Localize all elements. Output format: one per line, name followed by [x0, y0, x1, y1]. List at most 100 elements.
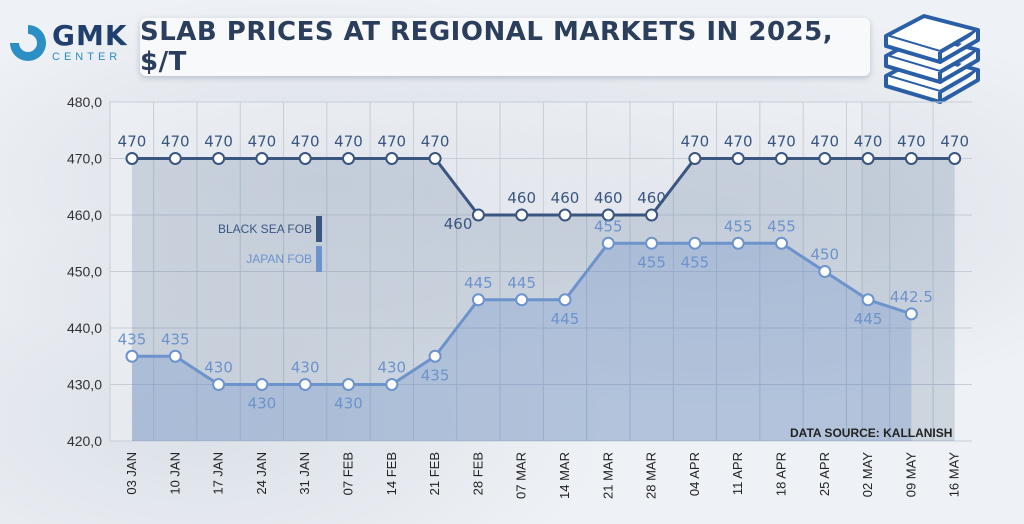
data-label: 430: [334, 395, 363, 413]
data-point: [558, 208, 572, 222]
data-label: 445: [854, 310, 883, 328]
data-label: 470: [334, 133, 363, 151]
x-tick-label: 10 JAN: [167, 452, 182, 495]
data-label: 460: [637, 189, 666, 207]
legend-label-black-sea: BLACK SEA FOB: [218, 222, 313, 236]
data-point: [645, 236, 659, 250]
data-point: [471, 293, 485, 307]
data-point: [558, 293, 572, 307]
data-point: [125, 152, 139, 165]
x-tick-label: 09 MAY: [903, 452, 918, 498]
data-point: [861, 152, 875, 165]
x-tick-label: 07 FEB: [341, 452, 356, 495]
y-tick-label: 440,0: [67, 320, 102, 336]
data-point: [818, 265, 832, 278]
data-label: 470: [854, 133, 883, 151]
x-tick-label: 17 JAN: [211, 452, 226, 495]
data-label: 470: [161, 133, 190, 151]
legend-item-japan: JAPAN FOB: [218, 246, 323, 272]
data-label: 470: [810, 133, 839, 151]
data-point: [904, 152, 918, 165]
x-tick-label: 28 FEB: [470, 452, 485, 495]
data-label: 470: [940, 133, 969, 151]
data-point: [861, 293, 875, 307]
data-point: [428, 152, 442, 165]
data-label: 442.5: [890, 288, 933, 306]
series-area-japan: [132, 243, 912, 441]
legend-label-japan: JAPAN FOB: [246, 252, 313, 266]
data-point: [471, 208, 485, 222]
data-label: 470: [421, 133, 450, 151]
data-label: 430: [291, 359, 320, 377]
x-tick-label: 14 MAR: [557, 452, 572, 499]
data-point: [775, 236, 788, 250]
data-point: [125, 349, 139, 363]
x-tick-label: 31 JAN: [297, 452, 312, 495]
legend: BLACK SEA FOB JAPAN FOB: [218, 216, 323, 272]
x-tick-label: 24 JAN: [254, 452, 269, 495]
legend-swatch-japan: [316, 246, 323, 272]
x-tick-label: 25 APR: [817, 452, 832, 496]
data-point: [688, 152, 702, 165]
data-label: 435: [421, 366, 450, 384]
data-point: [298, 378, 312, 391]
chart-title: SLAB PRICES AT REGIONAL MARKETS IN 2025,…: [140, 17, 834, 77]
data-point: [255, 152, 269, 165]
y-tick-label: 430,0: [67, 377, 102, 393]
data-label: 470: [767, 133, 796, 151]
data-point: [428, 349, 442, 363]
data-point: [342, 378, 355, 391]
x-tick-label: 21 MAR: [600, 452, 615, 499]
x-tick-label: 03 JAN: [124, 452, 139, 495]
data-label: 445: [551, 310, 580, 328]
data-label: 435: [118, 330, 147, 348]
data-label: 460: [594, 189, 623, 207]
data-point: [212, 152, 226, 165]
data-label: 455: [637, 253, 666, 271]
y-tick-label: 470,0: [67, 151, 102, 167]
title-banner: SLAB PRICES AT REGIONAL MARKETS IN 2025,…: [140, 17, 870, 77]
data-label: 470: [204, 133, 233, 151]
data-point: [385, 378, 399, 391]
data-label: 455: [594, 217, 623, 235]
data-point: [515, 293, 529, 307]
data-label: 430: [204, 359, 233, 377]
data-label: 455: [767, 217, 796, 235]
data-label: 450: [810, 246, 839, 264]
data-point: [515, 208, 529, 222]
data-point: [731, 236, 745, 250]
data-label: 435: [161, 330, 190, 348]
x-tick-label: 04 APR: [687, 452, 702, 496]
data-point: [298, 152, 312, 165]
data-label: 455: [724, 217, 753, 235]
y-tick-label: 420,0: [67, 433, 102, 449]
data-label: 455: [681, 253, 710, 271]
gmk-center-logo: GMK CENTER: [10, 22, 128, 63]
data-point: [688, 236, 702, 250]
data-label: 470: [681, 133, 710, 151]
data-label: 460: [444, 215, 473, 233]
data-point: [342, 152, 355, 165]
data-source-note: DATA SOURCE: KALLANISH: [790, 426, 953, 440]
data-point: [948, 152, 962, 165]
data-label: 470: [118, 133, 147, 151]
logo-main-text: GMK: [52, 19, 128, 52]
x-tick-label: 07 MAR: [514, 452, 529, 499]
data-point: [601, 236, 615, 250]
data-point: [818, 152, 832, 165]
y-tick-label: 460,0: [67, 207, 102, 223]
data-label: 445: [464, 274, 493, 292]
x-tick-label: 16 MAY: [947, 452, 962, 498]
data-label: 460: [551, 189, 580, 207]
data-label: 470: [248, 133, 277, 151]
data-point: [904, 307, 918, 321]
data-label: 470: [724, 133, 753, 151]
data-label: 470: [291, 133, 320, 151]
logo-sub-text: CENTER: [52, 51, 122, 63]
data-point: [168, 152, 182, 165]
data-label: 430: [248, 395, 277, 413]
data-point: [731, 152, 745, 165]
x-tick-label: 18 APR: [774, 452, 789, 496]
